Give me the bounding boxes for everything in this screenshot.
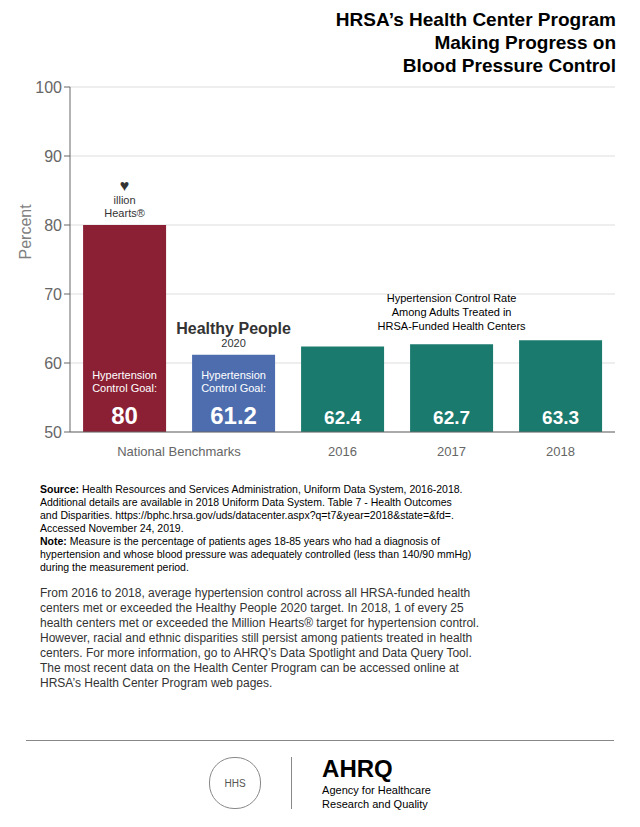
svg-text:Control Goal:: Control Goal: <box>92 382 157 394</box>
svg-text:illion: illion <box>114 194 136 206</box>
html-text:health centers met or exceeded: health centers met or exceeded the Milli… <box>40 616 480 630</box>
svg-text:Healthy People: Healthy People <box>176 320 291 337</box>
svg-text:♥: ♥ <box>120 177 130 194</box>
svg-text:80: 80 <box>44 217 62 234</box>
html-text:From 2016 to 2018, average hyp: From 2016 to 2018, average hypertension … <box>40 586 471 600</box>
html-text:Accessed November 24, 2019.: Accessed November 24, 2019. <box>40 522 184 534</box>
svg-text:Hypertension Control Rate: Hypertension Control Rate <box>387 292 517 304</box>
svg-text:Hypertension: Hypertension <box>201 369 266 381</box>
html-text:and Disparities. https://bphc.: and Disparities. https://bphc.hrsa.gov/u… <box>40 509 454 521</box>
html-text:centers met or exceeded the He: centers met or exceeded the Healthy Peop… <box>40 601 464 615</box>
svg-text:62.7: 62.7 <box>433 407 470 428</box>
svg-text:Hearts®: Hearts® <box>104 207 145 219</box>
svg-text:2016: 2016 <box>328 444 357 459</box>
svg-text:61.2: 61.2 <box>210 402 257 429</box>
svg-text:90: 90 <box>44 148 62 165</box>
html-text:hypertension and whose blood p: hypertension and whose blood pressure wa… <box>40 548 472 560</box>
html-text:HHS: HHS <box>224 777 246 789</box>
svg-text:60: 60 <box>44 355 62 372</box>
html-text:HRSA’s Health Center Program M: HRSA’s Health Center Program Making Prog… <box>335 9 616 76</box>
svg-text:62.4: 62.4 <box>324 407 361 428</box>
svg-text:HRSA-Funded Health Centers: HRSA-Funded Health Centers <box>378 320 526 332</box>
svg-text:2017: 2017 <box>437 444 466 459</box>
html-text:centers. For more information,: centers. For more information, go to AHR… <box>40 646 472 660</box>
html-text:HRSA’s Health Center Program w: HRSA’s Health Center Program web pages. <box>40 676 273 690</box>
html-text:The most recent data on the He: The most recent data on the Health Cente… <box>40 661 459 675</box>
html-text:Additional details are availab: Additional details are available in 2018… <box>40 496 452 508</box>
html-text:Note: Measure is the percentag: Note: Measure is the percentage of patie… <box>40 535 440 547</box>
svg-text:2020: 2020 <box>221 337 245 349</box>
svg-text:70: 70 <box>44 286 62 303</box>
svg-text:63.3: 63.3 <box>542 407 579 428</box>
svg-text:National Benchmarks: National Benchmarks <box>117 444 241 459</box>
html-text:during the measurement period.: during the measurement period. <box>40 561 189 573</box>
svg-text:Control Goal:: Control Goal: <box>201 382 266 394</box>
svg-text:50: 50 <box>44 424 62 441</box>
html-text:Source: Health Resources and S: Source: Health Resources and Services Ad… <box>40 483 463 495</box>
svg-text:Hypertension: Hypertension <box>92 369 157 381</box>
svg-text:Among Adults Treated in: Among Adults Treated in <box>392 306 512 318</box>
svg-text:100: 100 <box>35 79 62 96</box>
svg-text:2018: 2018 <box>546 444 575 459</box>
html-text:Agency for Healthcare Research: Agency for Healthcare Research and Quali… <box>322 784 431 810</box>
html-text:However, racial and ethnic dis: However, racial and ethnic disparities s… <box>40 631 473 645</box>
svg-text:80: 80 <box>111 402 138 429</box>
svg-text:Percent: Percent <box>17 204 34 260</box>
html-text:AHRQ: AHRQ <box>322 755 393 782</box>
